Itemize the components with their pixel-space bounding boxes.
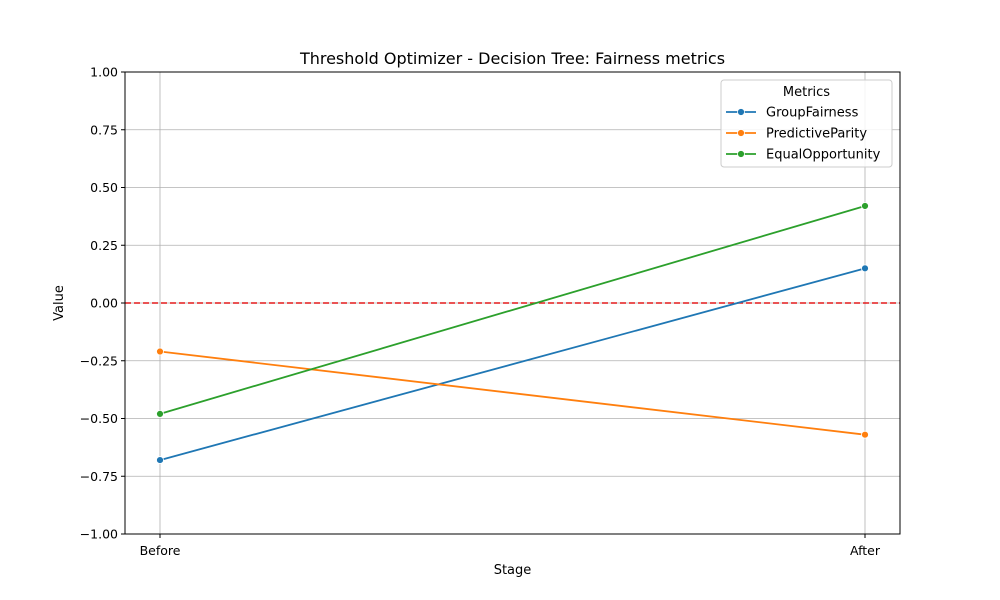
series-line <box>159 350 866 436</box>
y-tick-label: −0.75 <box>80 469 118 484</box>
y-axis-label: Value <box>52 285 67 321</box>
y-tick-label: 0.00 <box>90 296 118 311</box>
x-axis-label: Stage <box>494 563 532 578</box>
series-group <box>156 202 869 464</box>
data-point <box>156 409 164 418</box>
y-tick-label: −0.25 <box>80 353 118 368</box>
y-tick-label: 0.75 <box>90 122 118 137</box>
legend-swatch-marker <box>737 150 745 158</box>
data-point <box>156 347 164 356</box>
legend-swatch-marker <box>737 129 745 137</box>
legend-swatch-marker <box>737 108 745 116</box>
data-point <box>861 430 869 439</box>
y-axis-ticks: −1.00 −0.75 −0.50 −0.25 0.00 0.25 0.50 0.75 1.00 <box>80 65 125 542</box>
legend-entry-label: EqualOpportunity <box>766 148 881 163</box>
legend-title: Metrics <box>783 85 830 100</box>
x-tick-label: After <box>850 543 881 558</box>
data-point <box>156 456 164 464</box>
y-tick-label: 1.00 <box>90 65 118 80</box>
x-axis-ticks: Before After <box>140 534 881 558</box>
legend: Metrics GroupFairness PredictiveParity Equ… <box>720 79 893 168</box>
series-line <box>159 267 866 461</box>
data-point <box>861 202 869 210</box>
y-tick-label: −1.00 <box>80 527 118 542</box>
data-point <box>861 264 869 273</box>
y-tick-label: 0.25 <box>90 238 118 253</box>
legend-entry-label: GroupFairness <box>766 106 859 121</box>
y-tick-label: 0.50 <box>90 180 118 195</box>
x-tick-label: Before <box>140 543 181 558</box>
chart-title: Threshold Optimizer - Decision Tree: Fai… <box>299 49 725 68</box>
legend-entry-label: PredictiveParity <box>766 127 867 142</box>
series-line <box>159 205 866 415</box>
y-tick-label: −0.50 <box>80 411 118 426</box>
legend-box <box>720 79 893 168</box>
